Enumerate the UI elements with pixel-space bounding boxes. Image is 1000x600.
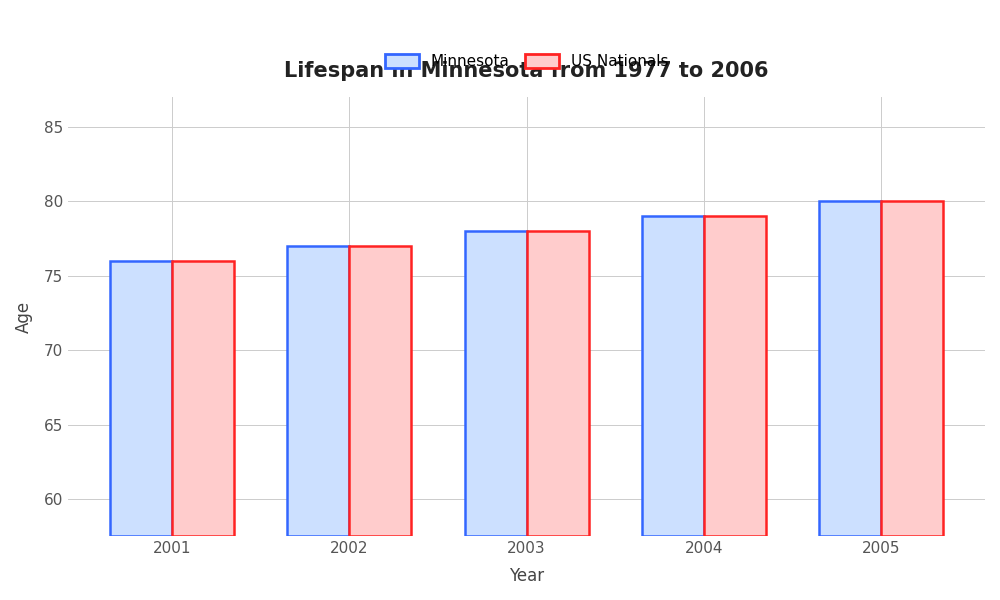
Legend: Minnesota, US Nationals: Minnesota, US Nationals	[379, 48, 674, 76]
Bar	[349, 246, 411, 536]
Bar	[704, 217, 766, 536]
X-axis label: Year: Year	[509, 567, 544, 585]
Bar	[819, 202, 881, 536]
Title: Lifespan in Minnesota from 1977 to 2006: Lifespan in Minnesota from 1977 to 2006	[284, 61, 769, 80]
Bar	[527, 231, 589, 536]
Bar	[881, 202, 943, 536]
Bar	[465, 231, 527, 536]
Bar	[172, 261, 234, 536]
Y-axis label: Age: Age	[15, 301, 33, 333]
Bar	[642, 217, 704, 536]
Bar	[287, 246, 349, 536]
Bar	[110, 261, 172, 536]
